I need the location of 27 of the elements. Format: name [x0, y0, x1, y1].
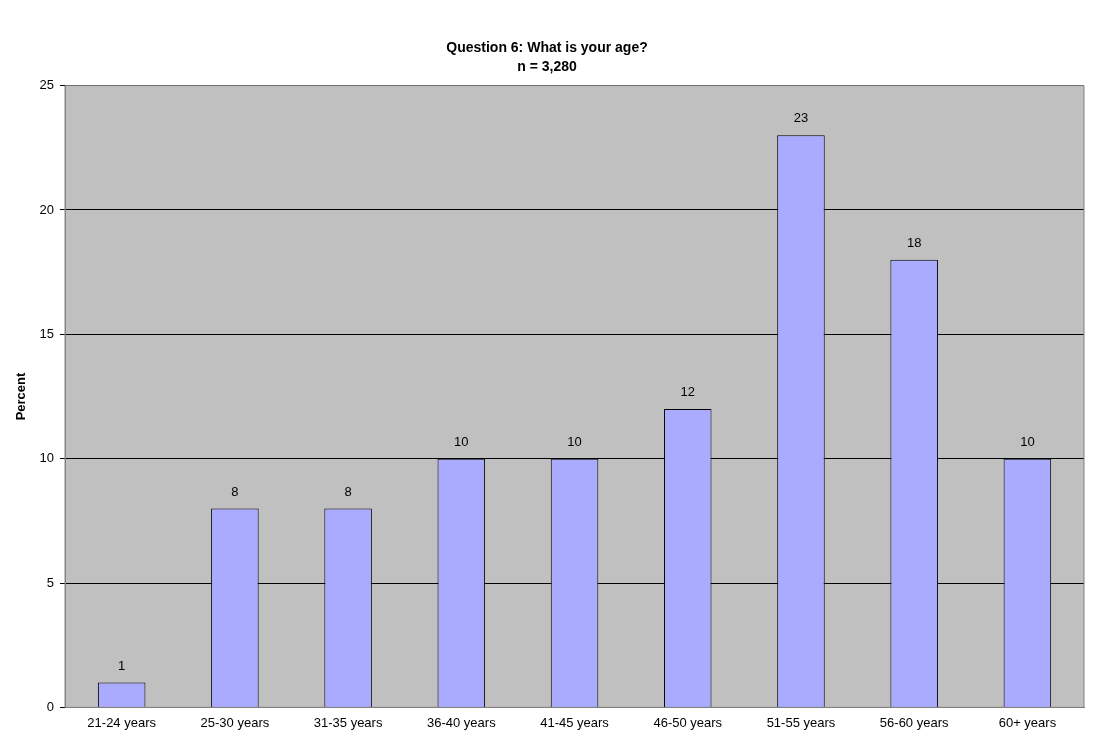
y-tick-label: 15 — [39, 325, 55, 341]
x-tick-label: 51-55 years — [766, 714, 836, 730]
y-axis-title: Percent — [13, 371, 29, 421]
data-label: 10 — [567, 433, 582, 449]
data-label: 8 — [231, 483, 239, 499]
x-tick-label: 56-60 years — [879, 714, 949, 730]
data-label: 23 — [793, 110, 809, 126]
x-tick-label: 60+ years — [998, 714, 1057, 730]
x-tick-label: 25-30 years — [200, 714, 270, 730]
x-tick-label: 46-50 years — [653, 714, 723, 730]
chart-title: Question 6: What is your age? — [446, 39, 648, 56]
y-tick-label: 0 — [46, 698, 55, 714]
x-tick-label: 36-40 years — [426, 714, 497, 730]
data-label: 1 — [118, 657, 126, 673]
x-tick-label: 31-35 years — [313, 714, 383, 730]
data-label: 8 — [344, 483, 352, 499]
data-label: 18 — [906, 234, 922, 250]
x-tick-label: 41-45 years — [540, 714, 610, 730]
y-tick-label: 25 — [39, 77, 55, 93]
data-label: 12 — [680, 384, 695, 400]
chart-subtitle: n = 3,280 — [517, 58, 577, 75]
y-tick-label: 5 — [46, 574, 55, 590]
x-tick-label: 21-24 years — [87, 714, 157, 730]
y-tick-label: 10 — [39, 450, 55, 466]
data-label: 10 — [1020, 433, 1035, 449]
data-label: 10 — [454, 433, 469, 449]
y-tick-label: 20 — [39, 201, 55, 217]
